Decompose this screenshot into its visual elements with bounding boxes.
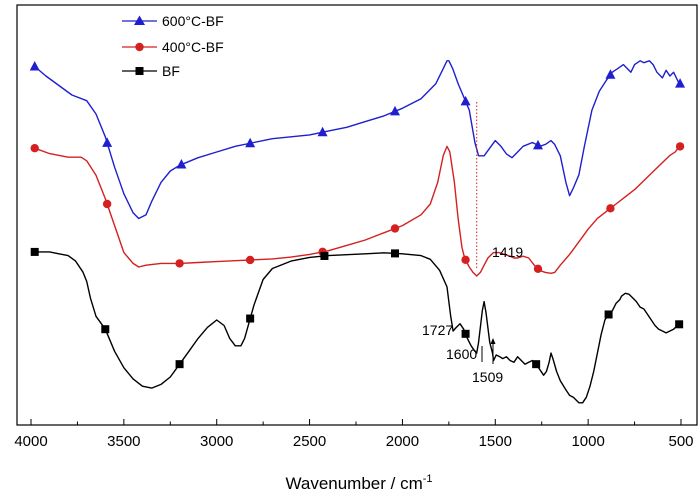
legend-triangle-icon [134, 15, 145, 25]
marker-600c-bf [317, 126, 328, 137]
annotation-1509-arrowhead [490, 338, 496, 344]
x-ticks-group: 4000 3500 3000 2500 2000 1500 1000 500 [14, 419, 694, 450]
x-tick-label: 3000 [200, 433, 233, 450]
marker-600c-bf [245, 137, 256, 148]
marker-400c-bf [175, 259, 184, 268]
marker-bf [461, 329, 470, 338]
marker-bf [320, 251, 329, 260]
plot-area-frame [16, 4, 698, 426]
marker-400c-bf [675, 142, 685, 151]
series-line-bf [34, 251, 681, 404]
x-tick-label: 500 [668, 433, 693, 450]
legend-circle-icon [135, 42, 144, 52]
x-tick-label: 2000 [386, 433, 419, 450]
legend-label-bf: BF [162, 63, 180, 79]
x-axis-title: Wavenumber / cm-1 [285, 473, 432, 493]
marker-600c-bf [605, 69, 616, 79]
series-line-400c-bf [34, 145, 680, 277]
marker-bf [101, 325, 110, 334]
legend-entry-600: 600°C-BF [122, 13, 224, 29]
annotation-1600: 1600 [446, 346, 477, 362]
x-tick-label: 3500 [107, 433, 140, 450]
marker-400c-bf [245, 255, 255, 265]
x-tick-label: 1000 [571, 433, 604, 450]
marker-600c-bf [29, 61, 40, 71]
marker-bf [391, 249, 399, 258]
marker-600c-bf [390, 105, 400, 116]
legend-square-icon [135, 67, 144, 75]
legend-label-400: 400°C-BF [162, 39, 224, 55]
marker-600c-bf [675, 78, 686, 88]
marker-400c-bf [390, 224, 400, 233]
marker-bf [604, 310, 613, 319]
series-group [34, 60, 681, 404]
marker-400c-bf [30, 144, 39, 153]
series-line-600c-bf [34, 60, 680, 220]
x-tick-label: 2500 [293, 433, 326, 450]
marker-400c-bf [461, 255, 470, 264]
annotation-1509: 1509 [472, 369, 503, 385]
marker-bf [175, 360, 184, 369]
annotation-1419: 1419 [492, 244, 523, 260]
marker-600c-bf [460, 95, 471, 106]
marker-400c-bf [533, 264, 543, 273]
x-axis-title-superscript: -1 [423, 473, 433, 485]
marker-600c-bf [176, 159, 187, 169]
marker-bf [675, 320, 684, 329]
x-tick-label: 4000 [14, 433, 47, 450]
marker-400c-bf [102, 199, 112, 209]
markers-group [29, 61, 686, 369]
annotation-1727: 1727 [422, 322, 453, 338]
annotations: 1727 1600 1509 1419 [422, 244, 523, 385]
marker-bf [532, 360, 541, 369]
marker-600c-bf [102, 137, 113, 147]
marker-bf [30, 247, 39, 256]
legend-label-600: 600°C-BF [162, 13, 224, 29]
marker-bf [246, 314, 255, 323]
x-axis-title-main: Wavenumber / cm [285, 474, 422, 493]
marker-400c-bf [606, 204, 615, 213]
legend: 600°C-BF 400°C-BF BF [122, 13, 224, 79]
marker-600c-bf [533, 139, 543, 150]
legend-entry-bf: BF [122, 63, 180, 79]
legend-entry-400: 400°C-BF [122, 39, 224, 55]
x-tick-label: 1500 [479, 433, 512, 450]
